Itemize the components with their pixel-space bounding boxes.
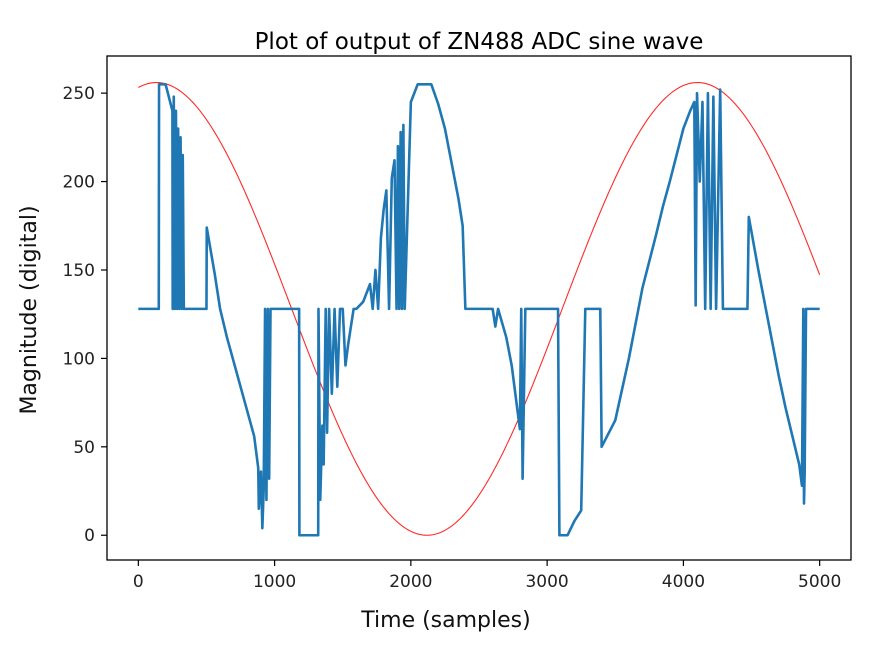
x-tick-label: 5000 bbox=[798, 572, 841, 592]
reference-sine-series bbox=[138, 81, 821, 536]
y-tick-label: 250 bbox=[63, 84, 95, 104]
x-tick-label: 0 bbox=[133, 572, 144, 592]
x-axis-ticks: 0 1000 2000 3000 4000 5000 bbox=[133, 560, 841, 592]
reference-sine-line bbox=[138, 81, 821, 536]
adc-output-series bbox=[138, 82, 820, 537]
y-tick-label: 0 bbox=[84, 526, 95, 546]
x-tick-label: 3000 bbox=[525, 572, 568, 592]
x-axis-label: Time (samples) bbox=[360, 608, 530, 633]
y-tick-label: 50 bbox=[73, 438, 95, 458]
y-tick-label: 200 bbox=[63, 173, 95, 193]
y-axis-ticks: 0 50 100 150 200 250 bbox=[63, 84, 107, 546]
y-tick-label: 100 bbox=[63, 349, 95, 369]
y-axis-label: Magnitude (digital) bbox=[17, 205, 42, 414]
adc-output-line bbox=[138, 82, 820, 537]
x-tick-label: 1000 bbox=[253, 572, 296, 592]
x-tick-label: 2000 bbox=[389, 572, 432, 592]
x-tick-label: 4000 bbox=[662, 572, 705, 592]
chart-title: Plot of output of ZN488 ADC sine wave bbox=[255, 29, 704, 55]
y-tick-label: 150 bbox=[63, 261, 95, 281]
